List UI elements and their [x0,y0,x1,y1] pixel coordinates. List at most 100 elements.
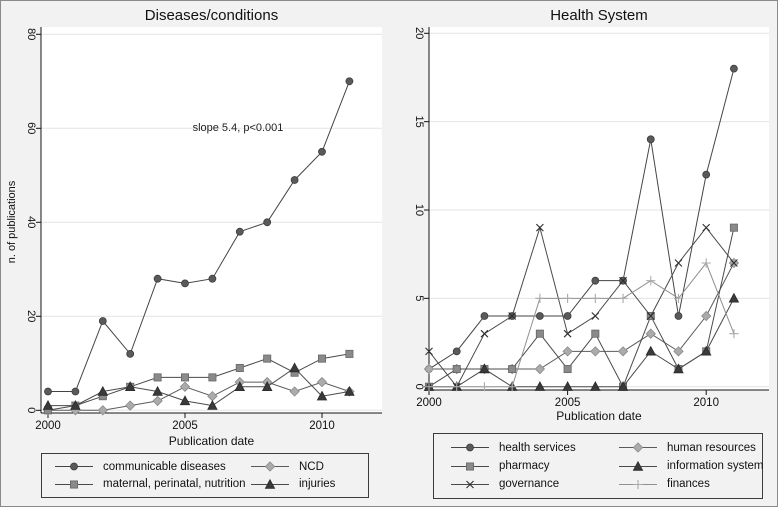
diamond-marker [316,376,328,388]
x-tick-label: 2005 [555,397,581,409]
square-marker [235,363,244,372]
triangle-marker [42,399,54,410]
diamond-marker [645,328,656,339]
diamond-marker [562,346,573,357]
circle-marker [466,443,474,452]
plus-marker [424,382,434,392]
triangle-marker [534,381,546,391]
triangle-marker [316,390,328,401]
plus-marker [535,293,545,303]
x-marker [646,312,655,320]
governance-marker-icon [451,480,489,489]
legend-item-information-system: information system [618,460,764,473]
y-tick-label: 15 [413,116,425,128]
circle-marker [71,387,80,396]
circle-marker [98,317,107,325]
pharmacy-marker-icon [451,462,489,470]
circle-marker [70,462,78,471]
plus-marker [479,382,490,392]
triangle-marker [344,385,355,396]
plus-marker [729,329,739,339]
triangle-marker [124,381,136,392]
circle-marker [263,218,272,227]
legend-label: communicable diseases [103,460,226,473]
circle-marker [44,387,52,396]
diseases-conditions-chart-canvas: 0 20 40 60 80 2000 2005 2010 [25,27,382,432]
diamond-marker [97,405,108,416]
y-tick-label: 5 [413,295,425,301]
x-marker [466,480,474,489]
diamond-marker [590,346,601,357]
series-line [429,298,735,388]
diamond-marker [617,346,629,357]
legend-label: human resources [667,441,756,454]
triangle-marker [70,399,81,410]
x-marker [619,276,627,285]
legend-label: injuries [299,478,336,491]
triangle-marker [700,345,712,356]
square-marker [452,365,461,374]
slope-annotation: slope 5.4, p<0.001 [192,122,284,134]
x-tick-label: 2010 [693,397,719,409]
square-marker [345,349,354,358]
x-tick-label: 2000 [35,420,61,432]
plus-marker [563,293,573,303]
x-marker [425,347,433,356]
triangle-marker [479,363,490,374]
legend-item-human-resources: human resources [618,441,764,454]
circle-marker [126,349,135,358]
square-marker [69,480,78,489]
series-injuries [42,362,355,410]
triangle-marker [673,363,684,374]
x-tick-label: 2000 [416,397,442,409]
health-system-chart-canvas: 0 5 10 15 20 2000 2005 2010 [413,27,769,409]
triangle-marker [207,399,218,410]
circle-marker [345,77,354,86]
plus-marker [590,293,600,303]
legend-item-maternal-perinatal-nutrition: maternal, perinatal, nutrition [54,478,250,491]
x-marker [674,259,683,267]
circle-marker [452,347,461,356]
information-system-marker-icon [619,460,657,471]
x-marker [591,312,600,320]
health-services-marker-icon [451,443,489,452]
x-marker [563,329,572,338]
triangle-marker [632,460,644,471]
plus-marker [701,258,711,268]
circle-marker [535,312,544,320]
square-marker [208,373,217,382]
x-tick-label: 2010 [309,420,335,432]
legend-item-finances: finances [618,478,764,491]
legend-label: information system [667,460,764,472]
legend-item-injuries: injuries [250,478,368,491]
square-marker [317,354,326,363]
legend-item-governance: governance [450,478,618,491]
maternal-marker-icon [55,480,93,489]
left-chart-title: Diseases/conditions [144,7,279,24]
diamond-marker [632,442,644,453]
plot-area [41,27,382,413]
square-marker [153,373,162,382]
diamond-marker [264,461,276,472]
x-marker [702,223,711,232]
legend-item-communicable-diseases: communicable diseases [54,460,250,473]
square-marker [508,365,517,374]
diamond-marker [152,395,163,407]
y-tick-label: 40 [25,216,37,228]
communicable-diseases-marker-icon [55,462,93,471]
x-marker [480,329,489,338]
series-ncd [42,376,355,416]
circle-marker [674,312,683,320]
y-tick-label: 0 [25,407,37,413]
diamond-marker [289,386,300,397]
left-legend: communicable diseases NCD maternal, peri… [41,453,369,498]
right-x-axis-title: Publication date [556,409,642,423]
left-x-axis-title: Publication date [168,434,255,448]
legend-label: maternal, perinatal, nutrition [103,478,246,491]
legend-label: health services [499,441,576,454]
y-tick-label: 20 [413,27,425,39]
legend-label: finances [667,478,710,491]
y-tick-label: 20 [25,310,37,322]
legend-item-pharmacy: pharmacy [450,460,618,473]
